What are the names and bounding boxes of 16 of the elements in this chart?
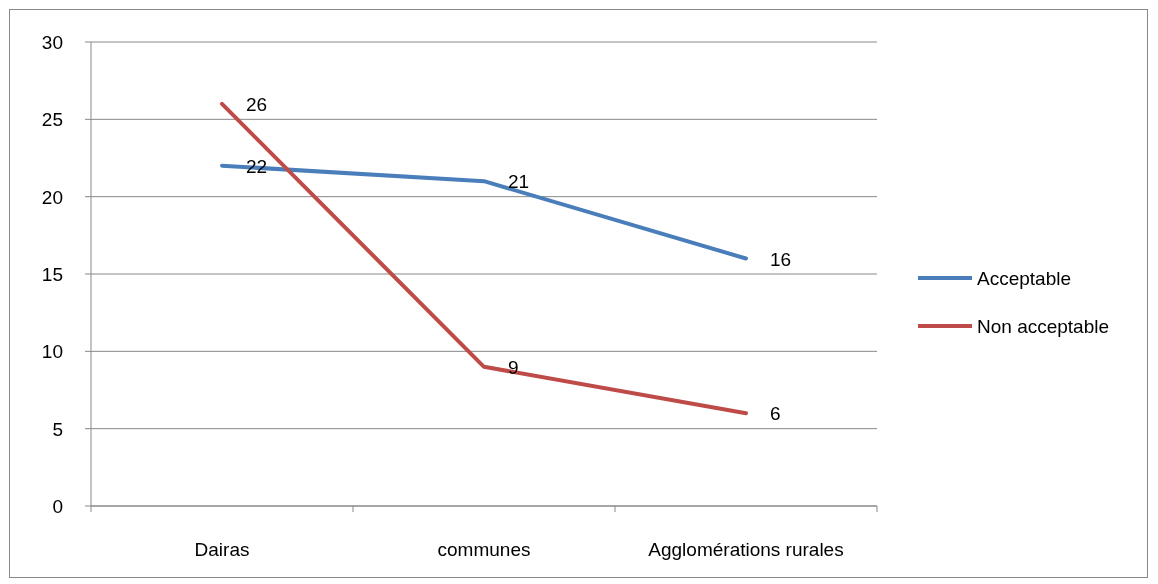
x-tick-label: Dairas	[194, 539, 250, 560]
y-tick-label: 20	[41, 186, 63, 208]
y-tick-label: 15	[41, 264, 63, 285]
data-label: 26	[246, 93, 268, 115]
y-tick-label: 25	[41, 109, 63, 131]
x-tick-label: Agglomérations rurales	[648, 539, 844, 560]
data-label: 6	[770, 403, 781, 425]
data-label: 21	[508, 171, 530, 193]
legend-label: Non acceptable	[977, 316, 1110, 337]
legend-label: Acceptable	[977, 268, 1072, 289]
y-tick-label: 10	[41, 341, 63, 363]
data-label: 16	[770, 248, 792, 270]
y-tick-label: 30	[41, 32, 63, 53]
x-tick-label: communes	[437, 539, 531, 560]
y-tick-label: 0	[52, 496, 63, 517]
y-tick-label: 5	[52, 418, 63, 440]
